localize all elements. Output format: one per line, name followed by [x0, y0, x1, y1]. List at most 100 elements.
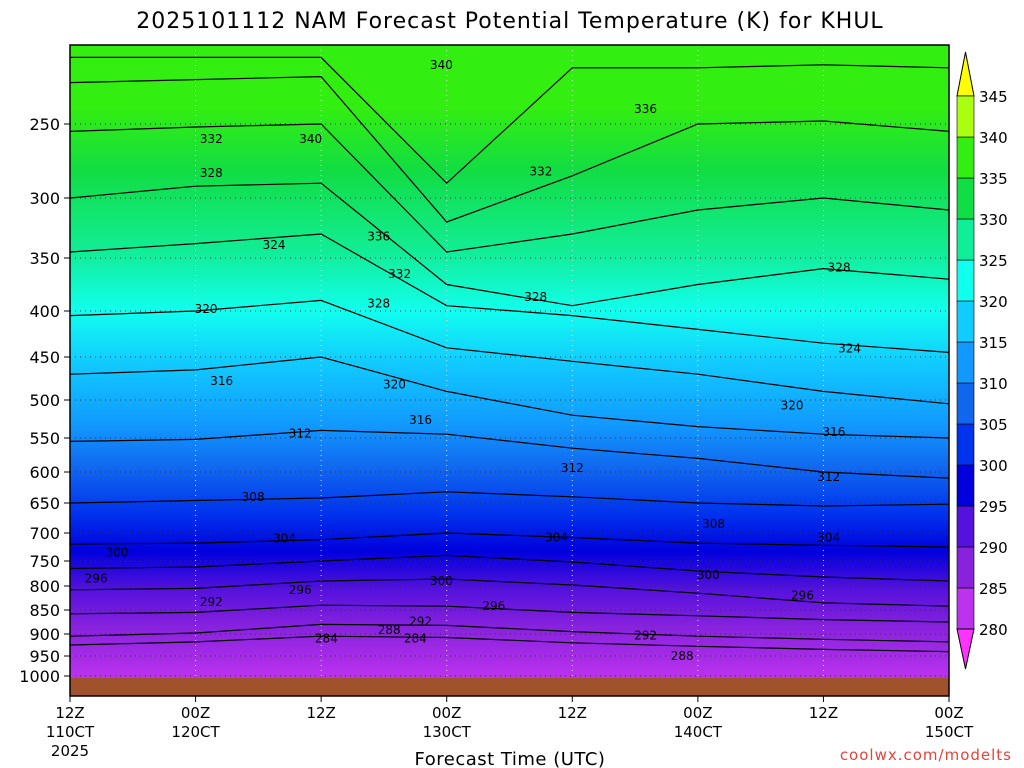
y-tick-label: 450	[29, 348, 60, 367]
colorbar-label: 280	[979, 621, 1008, 639]
contour-label: 300	[430, 574, 453, 588]
colorbar-label: 305	[979, 416, 1008, 434]
isotherm-340	[70, 56, 949, 185]
contour-label: 328	[367, 297, 390, 311]
colorbar-swatch	[956, 259, 975, 302]
colorbar-label: 315	[979, 334, 1008, 352]
x-tick-hour: 12Z	[809, 704, 838, 722]
colorbar-swatch	[956, 587, 975, 630]
isotherm-288	[70, 623, 949, 643]
colorbar-swatch	[956, 177, 975, 220]
x-tick-date: 120CT	[171, 723, 220, 741]
x-tick-date: 150CT	[925, 723, 974, 741]
x-tick-date: 130CT	[423, 723, 472, 741]
x-tick-hour: 00Z	[432, 704, 461, 722]
colorbar-label: 335	[979, 170, 1008, 188]
colorbar-min-arrow	[956, 628, 975, 670]
x-tick-date: 110CT	[46, 723, 95, 741]
contour-label: 300	[106, 546, 129, 560]
y-tick-label: 250	[29, 115, 60, 134]
y-tick-label: 900	[29, 625, 60, 644]
y-axis: 250 300 350 400 450 500 550 600 650 700 750 800 850 9…	[19, 115, 70, 686]
contour-label: 296	[791, 589, 814, 603]
contour-label: 312	[289, 426, 312, 440]
isotherm-contours	[70, 56, 949, 653]
colorbar-swatch	[956, 505, 975, 548]
isotherm-312	[70, 429, 949, 479]
x-tick-year: 2025	[51, 742, 89, 760]
y-tick-label: 750	[29, 552, 60, 571]
colorbar-label: 290	[979, 539, 1008, 557]
colorbar-label: 325	[979, 252, 1008, 270]
y-tick-label: 550	[29, 429, 60, 448]
colorbar-label: 295	[979, 498, 1008, 516]
contour-label: 296	[482, 599, 505, 613]
contour-label: 324	[263, 238, 286, 252]
contour-label: 316	[822, 425, 845, 439]
x-tick-hour: 12Z	[558, 704, 587, 722]
y-tick-label: 800	[29, 577, 60, 596]
colorbar-label: 340	[979, 129, 1008, 147]
isotherm-332	[70, 123, 949, 253]
grid	[70, 45, 949, 678]
contour-label: 332	[200, 132, 223, 146]
x-tick-hour: 00Z	[934, 704, 963, 722]
y-tick-label: 350	[29, 249, 60, 268]
colorbar-swatch	[956, 423, 975, 466]
contour-label: 328	[828, 261, 851, 275]
x-tick-hour: 00Z	[181, 704, 210, 722]
y-tick-label: 500	[29, 391, 60, 410]
colorbar: 280 285 290 295 300 305 310 315 320 325 330 335 340 3…	[956, 51, 1008, 670]
x-tick-hour: 00Z	[683, 704, 712, 722]
isotherm-292	[70, 604, 949, 623]
contour-labels: 340 340 336 336 332 332 332 328 328 328 328 324 324 3…	[85, 58, 861, 663]
credit-text: coolwx.com/modelts	[840, 746, 1012, 764]
isotherm-304	[70, 532, 949, 548]
isotherm-300	[70, 554, 949, 582]
isotherm-316	[70, 356, 949, 439]
contour-label: 308	[242, 490, 265, 504]
contour-label: 320	[383, 378, 406, 392]
y-tick-label: 400	[29, 302, 60, 321]
contour-label: 292	[634, 628, 657, 642]
colorbar-label: 320	[979, 293, 1008, 311]
colorbar-swatch	[956, 300, 975, 343]
colorbar-max-arrow	[956, 51, 975, 97]
contour-label: 296	[85, 572, 108, 586]
colorbar-swatch	[956, 136, 975, 179]
colorbar-label: 330	[979, 211, 1008, 229]
contour-label: 284	[315, 631, 338, 645]
isotherm-320	[70, 299, 949, 405]
isotherm-296	[70, 578, 949, 607]
colorbar-label: 285	[979, 580, 1008, 598]
colorbar-swatch	[956, 218, 975, 261]
contour-label: 320	[195, 302, 218, 316]
contour-label: 308	[702, 517, 725, 531]
isotherm-284	[70, 635, 949, 653]
contour-label: 304	[273, 532, 296, 546]
colorbar-label: 300	[979, 457, 1008, 475]
chart-title: 2025101112 NAM Forecast Potential Temper…	[136, 9, 883, 34]
plot-frame	[69, 44, 950, 697]
contour-label: 336	[634, 102, 657, 116]
isotherm-324	[70, 233, 949, 353]
isotherm-308	[70, 491, 949, 507]
colorbar-swatch	[956, 546, 975, 589]
contour-label: 300	[697, 568, 720, 582]
theta-field	[70, 45, 949, 678]
contour-label: 340	[430, 58, 453, 72]
colorbar-swatch	[956, 382, 975, 425]
contour-label: 320	[781, 398, 804, 412]
y-tick-label: 1000	[19, 667, 60, 686]
colorbar-swatch	[956, 95, 975, 138]
colorbar-label: 310	[979, 375, 1008, 393]
y-tick-label: 950	[29, 647, 60, 666]
contour-label: 340	[299, 132, 322, 146]
colorbar-swatch	[956, 341, 975, 384]
isotherm-336	[70, 75, 949, 223]
colorbar-swatch	[956, 464, 975, 507]
x-axis-label: Forecast Time (UTC)	[415, 749, 606, 768]
contour-label: 304	[817, 530, 840, 544]
